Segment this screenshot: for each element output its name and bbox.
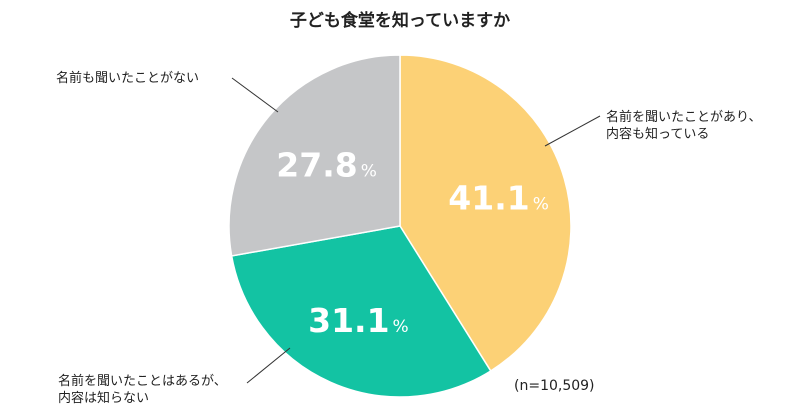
- slice-label-unknown: 名前も聞いたことがない: [56, 70, 199, 87]
- slice-label-unknown-line-1: 名前も聞いたことがない: [56, 71, 200, 86]
- slice-label-name-only-line-1: 名前を聞いたことはあるが、: [58, 374, 227, 389]
- value-label-known: 41.1%: [448, 179, 549, 218]
- slice-label-known-line-1: 名前を聞いたことがあり、: [606, 110, 762, 125]
- slice-label-known-line-2: 内容も知っている: [606, 127, 710, 142]
- slice-label-known: 名前を聞いたことがあり、 内容も知っている: [606, 109, 761, 143]
- pie-slice-name-only: [230, 225, 492, 398]
- slice-label-name-only-line-2: 内容は知らない: [58, 391, 150, 406]
- value-label-name-only: 31.1%: [308, 301, 409, 340]
- chart-title: 子ども食堂を知っていますか: [289, 11, 511, 31]
- leader-line-unknown: [231, 77, 279, 113]
- pie-slice-known: [399, 54, 572, 372]
- leader-line-name-only: [246, 347, 291, 384]
- leader-line-known: [544, 115, 601, 147]
- slice-label-name-only: 名前を聞いたことはあるが、 内容は知らない: [58, 373, 227, 407]
- sample-size-note: (n=10,509): [514, 378, 595, 394]
- value-label-unknown: 27.8%: [276, 146, 377, 185]
- pie-slice-unknown: [228, 54, 401, 257]
